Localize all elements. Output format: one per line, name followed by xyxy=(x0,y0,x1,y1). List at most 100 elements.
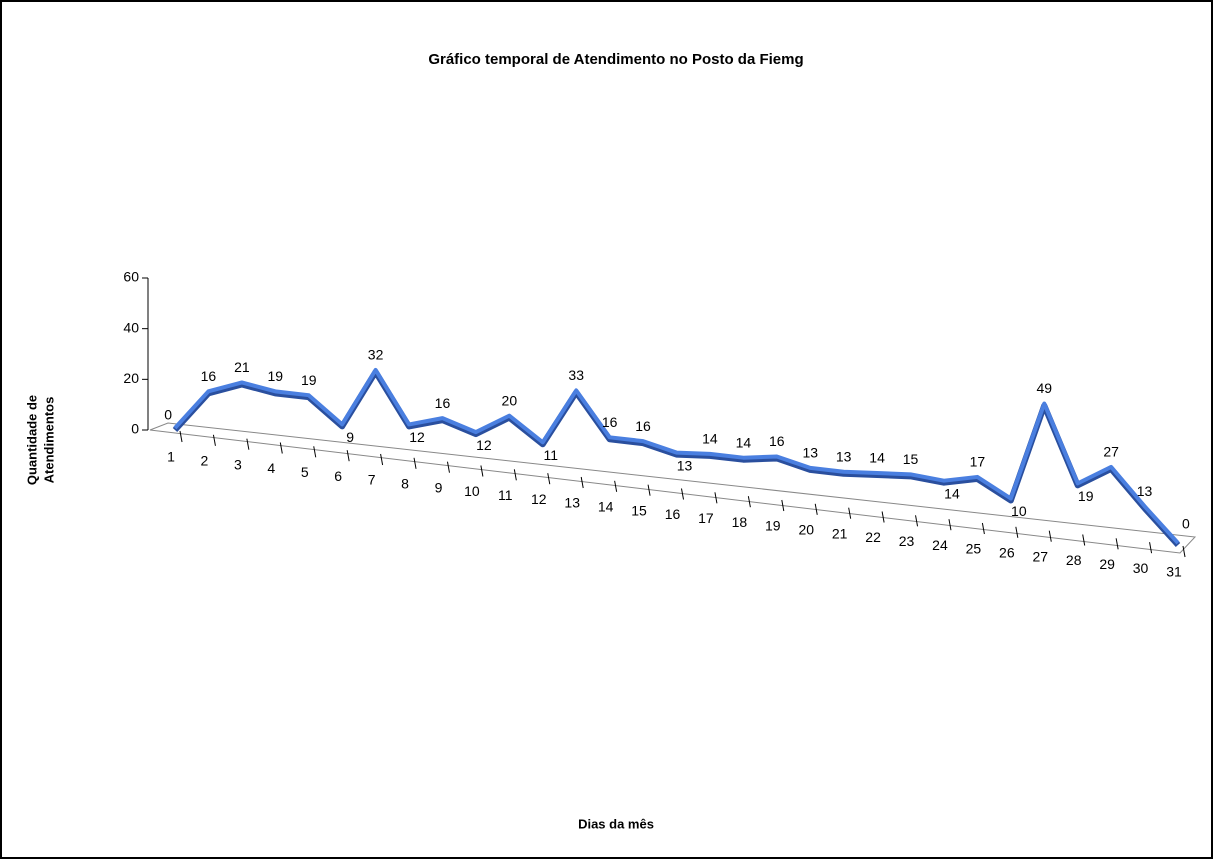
x-tick-label: 8 xyxy=(401,476,409,492)
floor xyxy=(149,422,1197,554)
data-label: 13 xyxy=(802,445,818,461)
x-tick-label: 4 xyxy=(267,460,275,476)
x-tick xyxy=(179,430,183,443)
data-label: 14 xyxy=(736,434,752,450)
x-tick xyxy=(346,450,350,462)
data-label: 33 xyxy=(568,367,584,383)
data-label: 9 xyxy=(346,429,354,445)
x-tick-label: 22 xyxy=(865,529,881,545)
x-tick-label: 18 xyxy=(732,514,748,530)
x-tick-label: 25 xyxy=(966,541,982,557)
x-tick xyxy=(1182,545,1186,558)
data-label: 19 xyxy=(301,372,317,388)
x-tick xyxy=(781,499,785,512)
x-tick xyxy=(848,507,852,519)
x-tick xyxy=(513,469,517,481)
x-tick xyxy=(413,457,417,469)
x-tick-label: 11 xyxy=(498,487,513,503)
x-tick xyxy=(814,503,818,515)
x-tick xyxy=(547,473,551,485)
x-tick xyxy=(948,519,952,531)
x-tick xyxy=(1015,526,1019,538)
x-tick-label: 27 xyxy=(1032,548,1048,564)
x-tick-label: 31 xyxy=(1166,564,1182,580)
line xyxy=(173,367,1180,545)
data-label: 11 xyxy=(543,447,558,463)
y-tick-label: 20 xyxy=(123,370,139,386)
x-tick-label: 9 xyxy=(435,479,443,495)
x-tick-label: 10 xyxy=(464,483,480,499)
x-tick-label: 19 xyxy=(765,518,781,534)
data-label: 14 xyxy=(869,450,885,466)
data-label: 14 xyxy=(702,431,718,447)
x-tick xyxy=(747,496,751,508)
data-label: 49 xyxy=(1036,380,1052,396)
data-label: 16 xyxy=(769,433,785,449)
x-tick xyxy=(480,465,484,477)
x-tick xyxy=(614,480,618,492)
y-tick-label: 40 xyxy=(123,319,139,335)
x-tick xyxy=(981,522,985,535)
data-label: 16 xyxy=(635,418,651,434)
x-tick-label: 16 xyxy=(665,506,681,522)
x-tick-label: 1 xyxy=(167,449,175,465)
y-tick-label: 60 xyxy=(123,269,139,285)
x-tick xyxy=(380,453,384,466)
data-label: 10 xyxy=(1011,503,1027,519)
data-label: 21 xyxy=(234,359,250,375)
data-label: 32 xyxy=(368,347,384,363)
data-label: 13 xyxy=(836,448,852,464)
x-tick-label: 26 xyxy=(999,545,1015,561)
data-label: 0 xyxy=(1182,516,1190,532)
x-tick xyxy=(279,442,283,454)
x-tick xyxy=(714,492,718,504)
x-tick-label: 5 xyxy=(301,464,309,480)
x-tick-label: 13 xyxy=(564,495,580,511)
data-label: 17 xyxy=(970,454,986,470)
x-tick xyxy=(1115,538,1119,550)
x-tick-label: 23 xyxy=(899,533,915,549)
x-tick xyxy=(681,488,684,500)
data-label: 27 xyxy=(1103,444,1119,460)
x-tick-label: 30 xyxy=(1133,560,1149,576)
data-label: 15 xyxy=(903,451,919,467)
x-tick xyxy=(246,438,250,450)
x-tick-label: 28 xyxy=(1066,552,1082,568)
data-label: 16 xyxy=(201,368,217,384)
data-label: 0 xyxy=(164,407,172,423)
x-tick-label: 14 xyxy=(598,499,614,515)
data-label: 19 xyxy=(1078,488,1094,504)
data-label: 16 xyxy=(602,414,618,430)
data-label: 16 xyxy=(435,395,451,411)
y-axis-title: Atendimentos xyxy=(41,397,56,484)
x-tick xyxy=(313,446,317,458)
x-tick-label: 7 xyxy=(368,472,376,488)
x-tick xyxy=(881,511,885,523)
x-tick xyxy=(1048,530,1052,542)
x-tick-label: 29 xyxy=(1099,556,1115,572)
data-label: 14 xyxy=(944,485,960,501)
x-tick-label: 24 xyxy=(932,537,948,553)
x-tick xyxy=(1149,542,1153,554)
data-label: 12 xyxy=(409,429,425,445)
x-tick xyxy=(212,434,216,446)
x-tick xyxy=(580,476,584,489)
x-tick-label: 2 xyxy=(201,453,209,469)
x-tick-label: 15 xyxy=(631,502,647,518)
x-tick-label: 21 xyxy=(832,525,848,541)
x-tick xyxy=(915,515,919,527)
x-tick xyxy=(647,484,651,496)
y-tick-label: 0 xyxy=(131,421,139,437)
data-label: 13 xyxy=(1137,483,1153,499)
data-label: 12 xyxy=(476,437,492,453)
x-tick-label: 6 xyxy=(334,468,342,484)
x-tick xyxy=(446,461,450,473)
data-label: 20 xyxy=(502,392,518,408)
chart-title: Gráfico temporal de Atendimento no Posto… xyxy=(428,51,803,68)
x-tick-label: 12 xyxy=(531,491,547,507)
x-tick-label: 3 xyxy=(234,456,242,472)
data-label: 19 xyxy=(268,368,284,384)
x-tick-label: 20 xyxy=(798,522,814,538)
x-axis-title: Dias da mês xyxy=(578,816,654,831)
